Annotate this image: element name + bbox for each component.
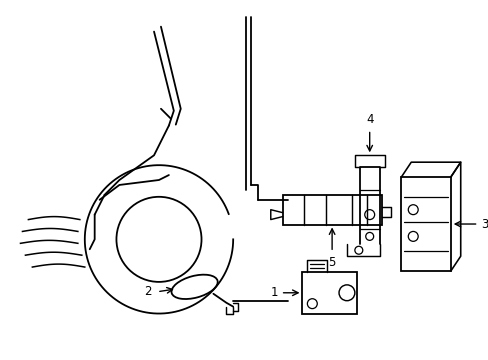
Text: 3: 3 — [481, 217, 488, 230]
Text: 1: 1 — [270, 286, 277, 299]
Text: 4: 4 — [365, 113, 373, 126]
Text: 2: 2 — [144, 285, 152, 298]
Text: 5: 5 — [328, 256, 335, 269]
